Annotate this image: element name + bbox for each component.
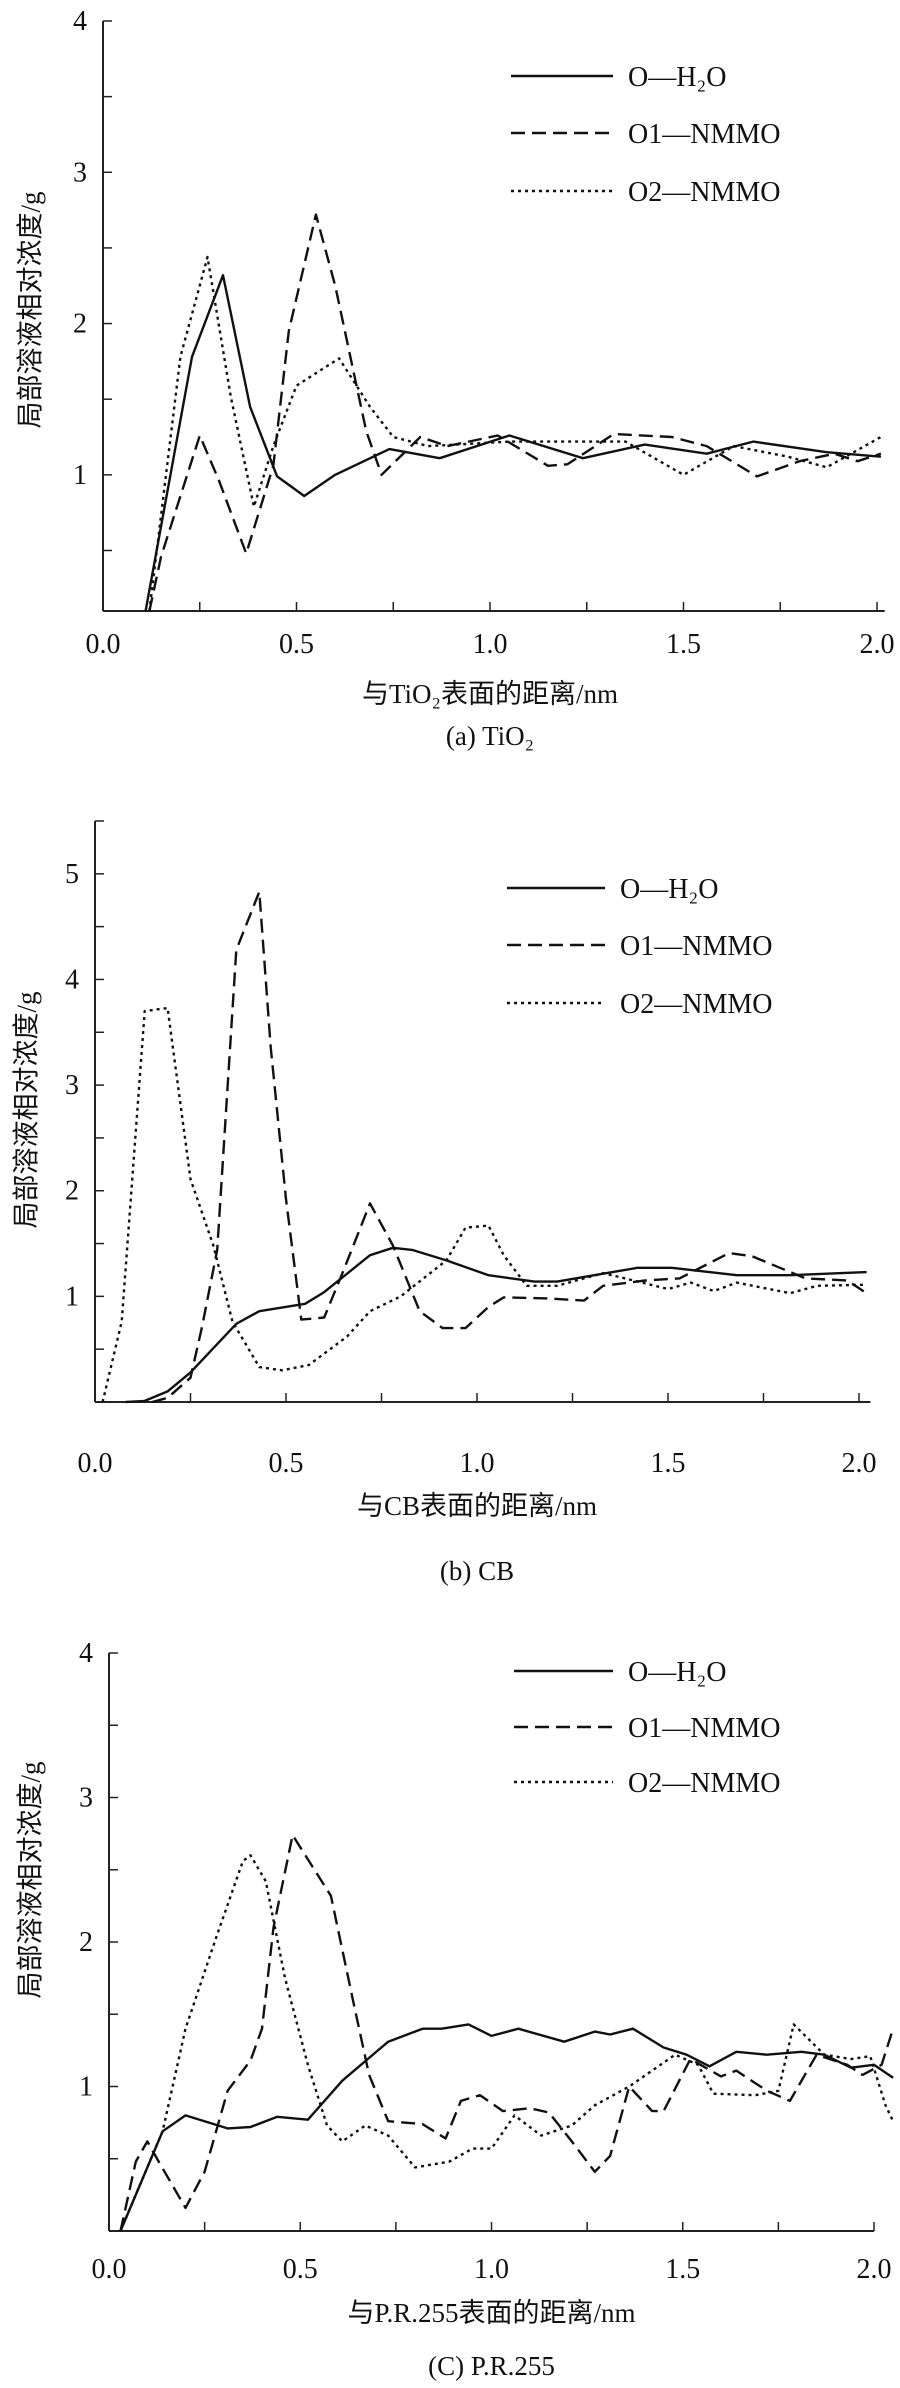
x-tick-label: 0.5 bbox=[279, 629, 314, 660]
series-line-2 bbox=[148, 213, 882, 612]
series-line-2 bbox=[151, 890, 868, 1404]
y-tick-label: 2 bbox=[73, 309, 87, 340]
legend-label-1: O—H₂O bbox=[620, 874, 718, 905]
legend-label-2: O1—NMMO bbox=[628, 119, 780, 150]
y-tick-label: 2 bbox=[79, 1927, 93, 1958]
y-axis-label: 局部溶液相对浓度/g bbox=[11, 991, 41, 1228]
x-tick-label: 1.5 bbox=[666, 629, 701, 660]
x-tick-label: 2.0 bbox=[860, 629, 895, 660]
y-tick-label: 3 bbox=[73, 157, 87, 188]
x-tick-label: 2.0 bbox=[842, 1448, 877, 1479]
y-tick-label: 1 bbox=[79, 2072, 93, 2103]
chart-caption: (a) TiO₂ bbox=[446, 721, 534, 751]
legend-label-2: O1—NMMO bbox=[628, 1713, 780, 1744]
chart-2: 1 2 3 4 5 0.0 0.5 1.0 1.5 2.0 与CB表面的距离/nm 局部溶液相对浓度/… bbox=[11, 820, 877, 1586]
y-axis-label: 局部溶液相对浓度/g bbox=[15, 1761, 45, 1998]
x-tick-label: 1.5 bbox=[651, 1448, 686, 1479]
legend-label-1: O—H₂O bbox=[628, 62, 726, 93]
series-line-1 bbox=[125, 1246, 867, 1404]
legend-label-3: O2—NMMO bbox=[620, 989, 772, 1020]
legend-label-3: O2—NMMO bbox=[628, 1768, 780, 1799]
series-line-3 bbox=[101, 1006, 867, 1403]
y-tick-label: 4 bbox=[65, 964, 79, 995]
x-tick-label: 1.0 bbox=[460, 1448, 495, 1479]
y-tick-label: 4 bbox=[79, 1638, 93, 1669]
x-axis-label: 与P.R.255表面的距离/nm bbox=[347, 2298, 635, 2328]
x-tick-label: 0.5 bbox=[269, 1448, 304, 1479]
x-axis-label: 与CB表面的距离/nm bbox=[357, 1491, 597, 1521]
chart-caption: (C) P.R.255 bbox=[428, 2351, 555, 2381]
y-tick-label: 2 bbox=[65, 1176, 79, 1207]
chart-1: 1 2 3 4 0.0 0.5 1.0 1.5 2.0 与TiO₂表面的距离/nm 局部溶液相对浓度… bbox=[15, 6, 894, 751]
legend-label-2: O1—NMMO bbox=[620, 931, 772, 962]
series-line-3 bbox=[148, 255, 882, 612]
y-tick-label: 5 bbox=[65, 859, 79, 890]
x-tick-label: 0.0 bbox=[92, 2254, 127, 2285]
y-tick-label: 4 bbox=[73, 6, 87, 37]
legend-label-3: O2—NMMO bbox=[628, 177, 780, 208]
chart-3: 1 2 3 4 0.0 0.5 1.0 1.5 2.0 与P.R.255表面的距离/nm 局部溶液相… bbox=[15, 1638, 895, 2381]
x-tick-label: 2.0 bbox=[857, 2254, 892, 2285]
x-tick-label: 0.5 bbox=[283, 2254, 318, 2285]
chart-caption: (b) CB bbox=[440, 1556, 514, 1586]
x-tick-label: 0.0 bbox=[86, 629, 121, 660]
series-line-1 bbox=[144, 274, 881, 612]
series-line-1 bbox=[119, 2023, 894, 2232]
x-tick-label: 1.5 bbox=[665, 2254, 700, 2285]
legend-label-1: O—H₂O bbox=[628, 1657, 726, 1688]
y-tick-label: 3 bbox=[79, 1783, 93, 1814]
x-tick-label: 1.0 bbox=[474, 2254, 509, 2285]
series-line-3 bbox=[119, 1854, 895, 2232]
y-axis-label: 局部溶液相对浓度/g bbox=[15, 191, 45, 428]
x-tick-label: 0.0 bbox=[78, 1448, 113, 1479]
y-tick-label: 1 bbox=[65, 1281, 79, 1312]
y-tick-label: 3 bbox=[65, 1070, 79, 1101]
y-tick-label: 1 bbox=[73, 460, 87, 491]
x-tick-label: 1.0 bbox=[473, 629, 508, 660]
x-axis-label: 与TiO₂表面的距离/nm bbox=[362, 679, 618, 709]
series-line-2 bbox=[119, 1833, 895, 2232]
